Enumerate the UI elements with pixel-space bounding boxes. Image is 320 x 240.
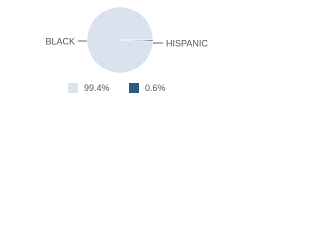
slice-label: HISPANIC [166,38,208,48]
legend-swatch [68,83,78,93]
legend-label: 99.4% [84,83,110,93]
page: {"chart_data": {"type": "pie", "categori… [0,0,240,100]
legend-swatch [129,83,139,93]
chart: BLACK HISPANIC 99.4% 0.6% [45,6,208,93]
pie-slice [119,39,154,42]
legend-label: 0.6% [145,83,166,93]
slice-label: BLACK [45,36,75,46]
